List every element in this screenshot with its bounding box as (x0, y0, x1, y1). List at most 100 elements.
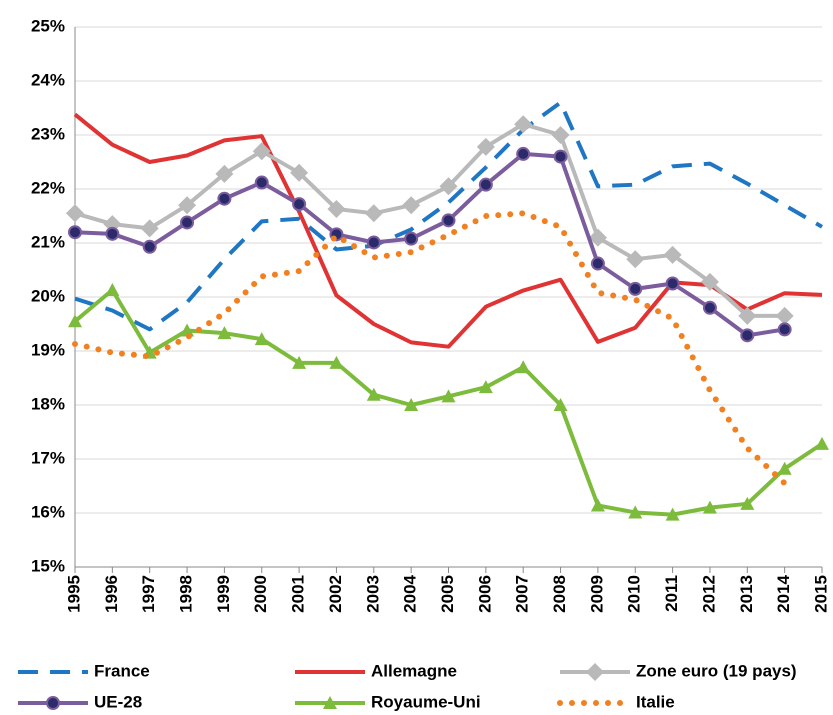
legend-item: Zone euro (19 pays) (560, 661, 797, 681)
y-tick-label: 23% (31, 124, 65, 143)
marker-circle (777, 322, 792, 337)
marker-circle (404, 231, 419, 246)
marker-circle (478, 177, 493, 192)
legend-item: Italie (557, 692, 675, 711)
x-tick-label: 2013 (737, 575, 756, 613)
marker-diamond (364, 204, 383, 223)
y-tick-label: 25% (31, 16, 65, 35)
marker-diamond (514, 115, 533, 134)
marker-diamond (252, 142, 271, 161)
series-line (72, 210, 788, 487)
y-tick-label: 18% (31, 394, 65, 413)
x-tick-label: 2003 (363, 575, 382, 613)
marker-circle (217, 191, 232, 206)
marker-diamond (476, 137, 495, 156)
y-tick-label: 22% (31, 178, 65, 197)
marker-triangle (254, 332, 269, 346)
x-tick-label: 2008 (550, 575, 569, 613)
marker-circle (180, 215, 195, 230)
y-tick-label: 19% (31, 340, 65, 359)
legend-label: Zone euro (19 pays) (636, 661, 797, 680)
y-tick-label: 20% (31, 286, 65, 305)
marker-circle (68, 225, 82, 240)
x-tick-label: 1998 (177, 575, 196, 613)
marker-diamond (588, 228, 607, 247)
marker-triangle (478, 380, 493, 394)
x-tick-label: 2002 (326, 575, 345, 613)
x-tick-label: 2000 (251, 575, 270, 613)
marker-triangle (292, 355, 307, 369)
marker-circle (516, 146, 531, 161)
marker-diamond (327, 199, 346, 218)
legend-item: France (18, 661, 150, 680)
marker-circle (292, 197, 307, 212)
y-tick-label: 16% (31, 502, 65, 521)
marker-circle (553, 149, 568, 164)
series-line (73, 112, 823, 349)
x-tick-label: 2004 (401, 574, 420, 612)
marker-diamond (178, 196, 197, 215)
x-tick-label: 2012 (699, 575, 718, 613)
marker-triangle (516, 360, 531, 374)
y-tick-label: 21% (31, 232, 65, 251)
marker-diamond (551, 126, 570, 144)
series-line (74, 151, 785, 338)
x-tick-label: 1996 (102, 575, 121, 613)
marker-triangle (180, 323, 195, 337)
marker-triangle (441, 389, 456, 403)
marker-triangle (665, 507, 680, 521)
x-tick-label: 2011 (662, 575, 681, 612)
legend-item: Royaume-Uni (295, 692, 481, 711)
legend-item: Allemagne (295, 661, 457, 680)
legend-label: Italie (636, 692, 675, 711)
x-tick-label: 1999 (214, 575, 233, 613)
marker-triangle (590, 498, 605, 512)
marker-circle (366, 235, 381, 250)
marker-triangle (323, 696, 337, 709)
marker-diamond (700, 272, 719, 291)
marker-circle (254, 175, 269, 190)
marker-triangle (553, 398, 568, 411)
x-tick-label: 1995 (64, 575, 83, 613)
marker-triangle (366, 387, 381, 401)
marker-diamond (439, 177, 458, 196)
x-tick-label: 2009 (587, 575, 606, 613)
y-tick-label: 24% (31, 70, 65, 89)
x-tick-label: 2015 (811, 575, 830, 613)
marker-triangle (404, 398, 419, 411)
marker-diamond (66, 204, 84, 223)
marker-diamond (626, 250, 645, 269)
marker-diamond (215, 164, 234, 183)
marker-triangle (702, 500, 717, 514)
marker-circle (740, 328, 755, 343)
marker-circle (441, 213, 456, 228)
marker-circle (142, 239, 157, 254)
marker-circle (105, 226, 120, 241)
marker-circle (590, 256, 605, 271)
marker-triangle (777, 461, 792, 475)
x-tick-label: 2005 (438, 575, 457, 613)
legend-label: UE-28 (94, 692, 142, 711)
legend-item: UE-28 (18, 692, 142, 711)
marker-triangle (105, 282, 120, 296)
x-tick-label: 2007 (513, 575, 532, 613)
marker-circle (46, 696, 60, 710)
marker-circle (702, 300, 717, 315)
marker-triangle (217, 326, 232, 340)
marker-diamond (663, 245, 682, 264)
marker-triangle (815, 436, 829, 450)
marker-diamond (290, 163, 309, 182)
series-line (74, 100, 824, 332)
marker-triangle (628, 505, 643, 519)
y-tick-label: 17% (31, 448, 65, 467)
marker-diamond (140, 219, 159, 238)
x-tick-label: 2014 (774, 574, 793, 612)
legend-label: France (94, 661, 150, 680)
x-tick-label: 2010 (625, 575, 644, 613)
marker-triangle (68, 314, 82, 328)
legend-label: Royaume-Uni (371, 692, 481, 711)
marker-diamond (738, 306, 757, 325)
y-tick-label: 15% (31, 556, 65, 575)
x-tick-label: 1997 (139, 575, 158, 613)
